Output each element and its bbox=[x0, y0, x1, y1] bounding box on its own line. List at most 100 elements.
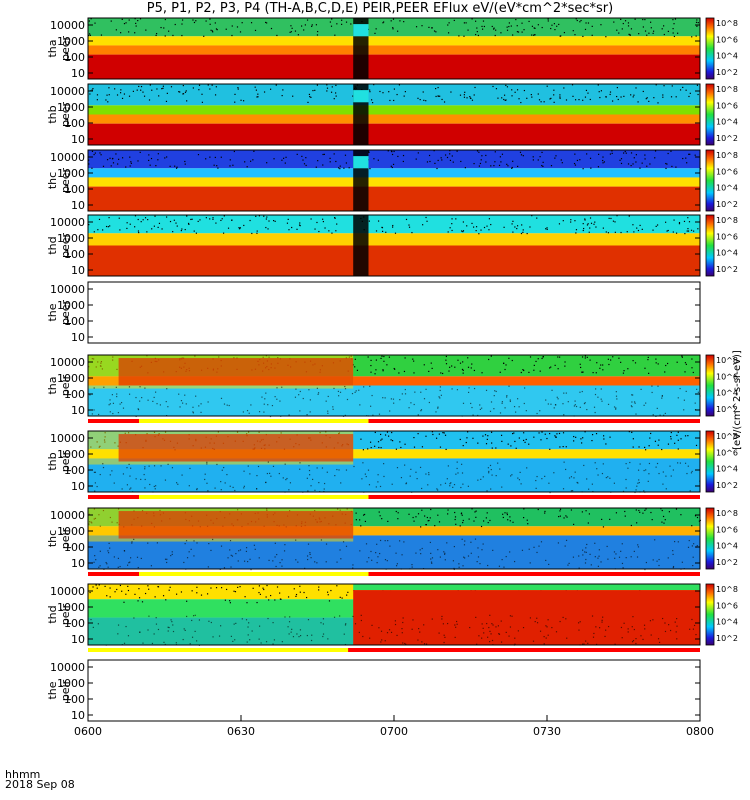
x-tick-label: 0630 bbox=[227, 725, 255, 738]
colorbar-tick-label: 10^2 bbox=[716, 68, 738, 77]
y-tick-label: 10000 bbox=[50, 661, 85, 674]
panel-label: thapeer bbox=[46, 36, 72, 62]
y-tick-label: 1000 bbox=[57, 167, 85, 180]
colorbar-tick-label: 10^6 bbox=[716, 232, 738, 241]
y-tick-label: 1000 bbox=[57, 232, 85, 245]
y-tick-label: 10000 bbox=[50, 151, 85, 164]
panel-tha-peer: 10000 1000 100 10 thapeer bbox=[46, 17, 701, 80]
panel-label: thcpeir bbox=[46, 527, 72, 549]
colorbar-tick-label: 10^6 bbox=[716, 167, 738, 176]
panel-thc-peir: 10000 1000 100 10 thcpeir bbox=[46, 507, 701, 576]
y-tick-label: 10000 bbox=[50, 85, 85, 98]
y-tick-label: 100 bbox=[64, 51, 85, 64]
panel-label: thcpeer bbox=[46, 168, 72, 194]
y-tick-label: 10 bbox=[71, 633, 85, 646]
colorbar-tick-label: 10^2 bbox=[716, 481, 738, 490]
y-tick-label: 10 bbox=[71, 67, 85, 80]
colorbar-tick-label: 10^8 bbox=[716, 151, 738, 160]
panel-the-peir: 10000 1000 100 10 thepeir bbox=[46, 659, 701, 722]
y-tick-label: 100 bbox=[64, 183, 85, 196]
colorbar-tick-label: 10^4 bbox=[716, 249, 738, 258]
time-label-date: 2018 Sep 08 bbox=[5, 778, 75, 791]
colorbar-tick-label: 10^8 bbox=[716, 509, 738, 518]
colorbar: 10^8 10^6 10^4 10^2 bbox=[705, 507, 738, 570]
colorbar-tick-label: 10^6 bbox=[716, 448, 738, 457]
y-tick-label: 10 bbox=[71, 199, 85, 212]
y-tick-label: 10000 bbox=[50, 432, 85, 445]
y-tick-label: 100 bbox=[64, 248, 85, 261]
colorbar-tick-label: 10^2 bbox=[716, 200, 738, 209]
y-tick-label: 100 bbox=[64, 464, 85, 477]
x-tick-label: 0700 bbox=[380, 725, 408, 738]
panel-label: thdpeer bbox=[46, 233, 72, 259]
panel-the-peer: 10000 1000 100 10 thepeer bbox=[46, 281, 701, 344]
y-tick-label: 10 bbox=[71, 557, 85, 570]
panel-label: thepeir bbox=[46, 679, 72, 701]
y-tick-label: 100 bbox=[64, 117, 85, 130]
colorbar: 10^8 10^6 10^4 10^2 bbox=[705, 17, 738, 80]
panel-thb-peer: 10000 1000 100 10 thbpeer bbox=[46, 83, 701, 146]
colorbar-tick-label: 10^4 bbox=[716, 184, 738, 193]
colorbar-tick-label: 10^2 bbox=[716, 134, 738, 143]
colorbar-tick-label: 10^4 bbox=[716, 542, 738, 551]
panel-label: thepeer bbox=[46, 300, 72, 326]
y-tick-label: 10 bbox=[71, 480, 85, 493]
y-tick-label: 1000 bbox=[57, 35, 85, 48]
time-label-hhmm: hhmm bbox=[5, 768, 41, 781]
colorbar-tick-label: 10^8 bbox=[716, 85, 738, 94]
y-tick-label: 1000 bbox=[57, 525, 85, 538]
x-tick-label: 0730 bbox=[533, 725, 561, 738]
colorbar: 10^8 10^6 10^4 10^2 bbox=[705, 214, 738, 277]
panel-label: thapeir bbox=[46, 374, 72, 396]
colorbar-tick-label: 10^8 bbox=[716, 432, 738, 441]
y-tick-label: 10 bbox=[71, 404, 85, 417]
x-tick-label: 0800 bbox=[686, 725, 714, 738]
panel-thd-peer: 10000 1000 100 10 thdpeer bbox=[46, 214, 701, 277]
panel-tha-peir: 10000 1000 100 10 thapeir bbox=[46, 354, 701, 423]
colorbar-tick-label: 10^4 bbox=[716, 618, 738, 627]
chart-title: P5, P1, P2, P3, P4 (TH-A,B,C,D,E) PEIR,P… bbox=[146, 1, 614, 16]
y-tick-label: 100 bbox=[64, 617, 85, 630]
y-tick-label: 10000 bbox=[50, 509, 85, 522]
y-tick-label: 10000 bbox=[50, 585, 85, 598]
colorbar-tick-label: 10^8 bbox=[716, 585, 738, 594]
y-tick-label: 10000 bbox=[50, 19, 85, 32]
colorbar-tick-label: 10^4 bbox=[716, 389, 738, 398]
colorbar: 10^8 10^6 10^4 10^2 bbox=[705, 583, 738, 646]
colorbar-tick-label: 10^8 bbox=[716, 19, 738, 28]
colorbar-tick-label: 10^2 bbox=[716, 558, 738, 567]
y-tick-label: 1000 bbox=[57, 601, 85, 614]
panel-label: thbpeir bbox=[46, 450, 72, 472]
y-tick-label: 10000 bbox=[50, 216, 85, 229]
colorbar-tick-label: 10^4 bbox=[716, 52, 738, 61]
panel-label: thdpeir bbox=[46, 603, 72, 625]
colorbar-tick-label: 10^2 bbox=[716, 405, 738, 414]
y-tick-label: 100 bbox=[64, 388, 85, 401]
y-tick-label: 1000 bbox=[57, 677, 85, 690]
colorbar-tick-label: 10^6 bbox=[716, 525, 738, 534]
x-tick-label: 0600 bbox=[74, 725, 102, 738]
colorbar-tick-label: 10^8 bbox=[716, 216, 738, 225]
y-tick-label: 10 bbox=[71, 264, 85, 277]
panel-thd-peir: 10000 1000 100 10 thdpeir bbox=[46, 583, 701, 652]
y-tick-label: 1000 bbox=[57, 101, 85, 114]
y-tick-label: 10000 bbox=[50, 283, 85, 296]
colorbar: 10^8 10^6 10^4 10^2 bbox=[705, 430, 738, 493]
y-tick-label: 1000 bbox=[57, 448, 85, 461]
y-tick-label: 100 bbox=[64, 315, 85, 328]
colorbar-label: [eV/(cm^2-s-sr-eV)] bbox=[732, 350, 743, 450]
y-tick-label: 1000 bbox=[57, 372, 85, 385]
colorbar-tick-label: 10^2 bbox=[716, 634, 738, 643]
colorbar-tick-label: 10^6 bbox=[716, 601, 738, 610]
y-tick-label: 1000 bbox=[57, 299, 85, 312]
colorbar-tick-label: 10^2 bbox=[716, 265, 738, 274]
y-tick-label: 10 bbox=[71, 133, 85, 146]
y-tick-label: 10 bbox=[71, 331, 85, 344]
colorbar-tick-label: 10^6 bbox=[716, 101, 738, 110]
colorbar-tick-label: 10^4 bbox=[716, 465, 738, 474]
y-tick-label: 100 bbox=[64, 693, 85, 706]
panel-label: thbpeer bbox=[46, 102, 72, 128]
colorbar: 10^8 10^6 10^4 10^2 bbox=[705, 354, 738, 417]
y-tick-label: 10 bbox=[71, 709, 85, 722]
